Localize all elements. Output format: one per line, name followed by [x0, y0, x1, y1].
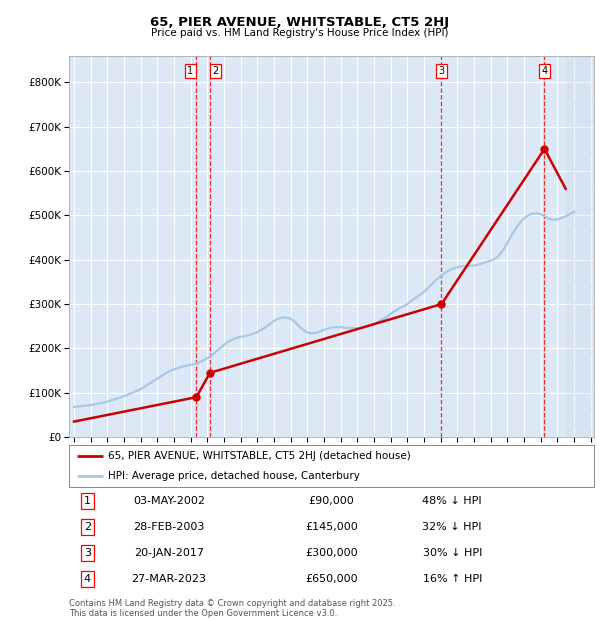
Text: 27-MAR-2023: 27-MAR-2023: [131, 574, 206, 584]
Text: 03-MAY-2002: 03-MAY-2002: [133, 496, 205, 506]
Bar: [566, 56, 599, 437]
Text: This data is licensed under the Open Government Licence v3.0.: This data is licensed under the Open Gov…: [69, 609, 337, 618]
Text: 3: 3: [439, 66, 445, 76]
Text: 1: 1: [84, 496, 91, 506]
Text: 16% ↑ HPI: 16% ↑ HPI: [422, 574, 482, 584]
Text: 2: 2: [213, 66, 219, 76]
Text: 1: 1: [187, 66, 194, 76]
Text: 20-JAN-2017: 20-JAN-2017: [134, 548, 204, 558]
Text: 2: 2: [84, 522, 91, 532]
Text: £300,000: £300,000: [305, 548, 358, 558]
Text: £90,000: £90,000: [308, 496, 355, 506]
Text: 28-FEB-2003: 28-FEB-2003: [133, 522, 205, 532]
Text: 3: 3: [84, 548, 91, 558]
Text: 48% ↓ HPI: 48% ↓ HPI: [422, 496, 482, 506]
Text: Contains HM Land Registry data © Crown copyright and database right 2025.: Contains HM Land Registry data © Crown c…: [69, 600, 395, 608]
Text: £145,000: £145,000: [305, 522, 358, 532]
Text: £650,000: £650,000: [305, 574, 358, 584]
Text: Price paid vs. HM Land Registry's House Price Index (HPI): Price paid vs. HM Land Registry's House …: [151, 29, 449, 38]
Text: HPI: Average price, detached house, Canterbury: HPI: Average price, detached house, Cant…: [109, 471, 360, 481]
Text: 65, PIER AVENUE, WHITSTABLE, CT5 2HJ: 65, PIER AVENUE, WHITSTABLE, CT5 2HJ: [151, 17, 449, 29]
Text: 32% ↓ HPI: 32% ↓ HPI: [422, 522, 482, 532]
Text: 4: 4: [84, 574, 91, 584]
Text: 4: 4: [541, 66, 548, 76]
Text: 30% ↓ HPI: 30% ↓ HPI: [422, 548, 482, 558]
Text: 65, PIER AVENUE, WHITSTABLE, CT5 2HJ (detached house): 65, PIER AVENUE, WHITSTABLE, CT5 2HJ (de…: [109, 451, 411, 461]
